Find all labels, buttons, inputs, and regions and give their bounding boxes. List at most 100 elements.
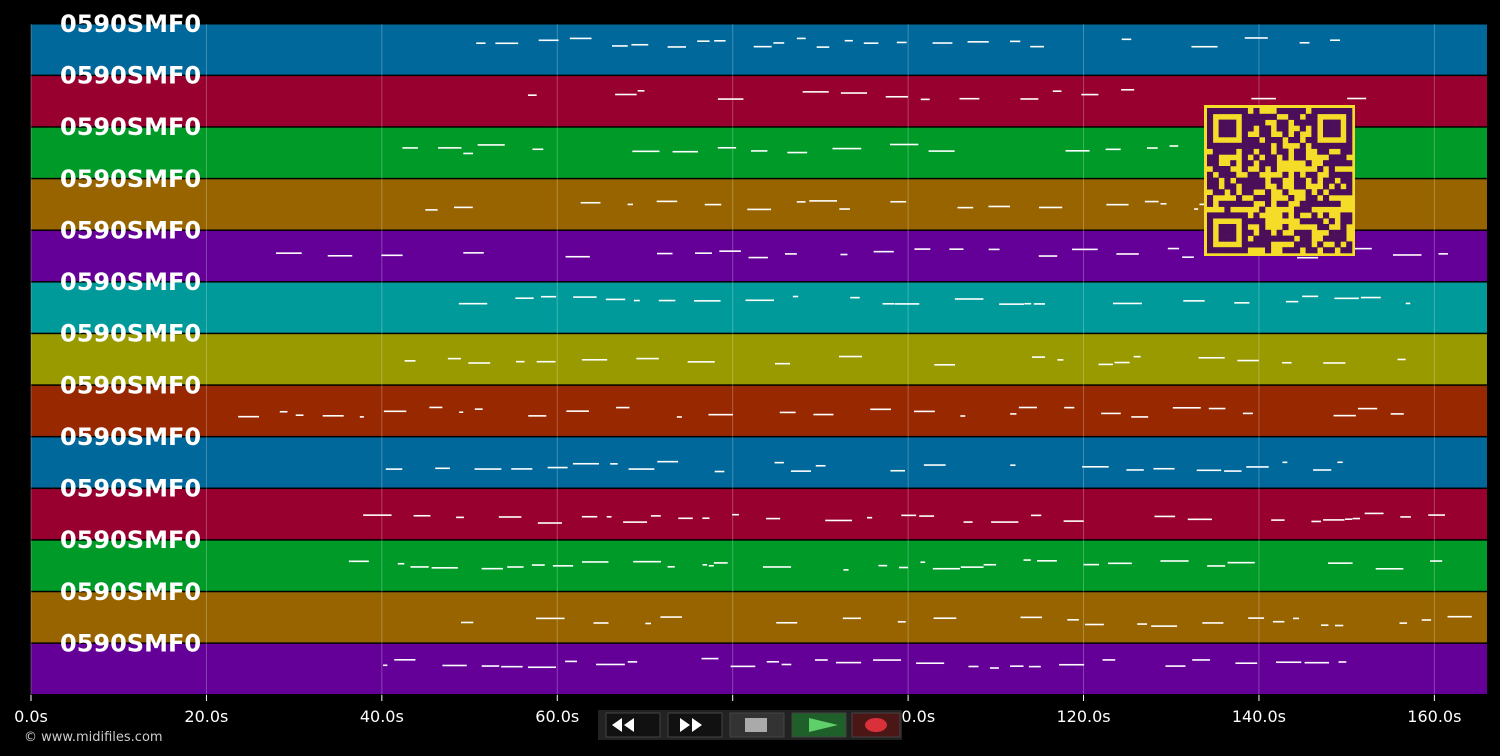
note	[581, 561, 609, 563]
note	[460, 621, 474, 624]
note	[1010, 413, 1017, 415]
note	[988, 248, 1000, 251]
qr-cell	[1218, 200, 1225, 207]
qr-cell	[1282, 247, 1289, 254]
qr-cell	[1328, 131, 1335, 138]
qr-cell	[1270, 113, 1277, 120]
qr-cell	[1265, 195, 1272, 202]
qr-cell	[1311, 218, 1318, 225]
record-button[interactable]	[851, 712, 901, 738]
qr-cell	[1265, 131, 1272, 138]
note	[835, 661, 862, 664]
qr-cell	[1207, 235, 1214, 242]
qr-cell	[1259, 195, 1266, 202]
note	[960, 415, 966, 417]
note	[1430, 560, 1443, 562]
track-name: 0590SMF0	[60, 475, 201, 503]
qr-cell	[1265, 113, 1272, 120]
note	[1397, 358, 1406, 361]
qr-cell	[1328, 166, 1335, 173]
rewind-button[interactable]	[605, 712, 661, 738]
note	[1248, 617, 1265, 619]
note	[1082, 465, 1109, 468]
qr-cell	[1207, 247, 1214, 254]
qr-cell	[1247, 119, 1254, 126]
qr-cell	[1323, 148, 1330, 155]
qr-cell	[1224, 166, 1231, 173]
note	[429, 406, 443, 409]
note	[1116, 253, 1139, 255]
note	[751, 150, 768, 152]
note	[1198, 356, 1225, 359]
qr-cell	[1276, 235, 1283, 242]
note	[1390, 413, 1404, 415]
qr-cell	[1334, 108, 1341, 115]
note	[431, 567, 458, 569]
note	[704, 203, 722, 206]
qr-cell	[1305, 241, 1312, 248]
note	[1242, 412, 1253, 415]
qr-cell	[1346, 218, 1353, 225]
note	[885, 95, 909, 98]
note	[532, 148, 544, 151]
qr-cell	[1236, 247, 1243, 254]
note	[717, 98, 744, 100]
note	[748, 256, 768, 259]
note	[840, 253, 848, 256]
track-name: 0590SMF0	[60, 62, 201, 90]
qr-cell	[1334, 183, 1341, 190]
note	[1038, 255, 1058, 257]
note	[1071, 248, 1098, 251]
tick-label: 20.0s	[184, 707, 228, 726]
note	[1285, 300, 1299, 303]
note	[656, 200, 678, 203]
qr-cell	[1247, 189, 1254, 196]
qr-cell	[1253, 142, 1260, 149]
note	[580, 201, 601, 204]
qr-cell	[1236, 108, 1243, 115]
forward-button[interactable]	[667, 712, 723, 738]
note	[840, 92, 868, 94]
rewind-icon	[612, 718, 634, 732]
qr-cell	[1236, 200, 1243, 207]
qr-cell	[1212, 183, 1219, 190]
note	[809, 200, 838, 202]
note	[963, 521, 973, 523]
qr-cell	[1218, 171, 1225, 178]
qr-cell	[1253, 195, 1260, 202]
qr-cell	[1265, 229, 1272, 236]
note	[1357, 407, 1378, 410]
qr-cell	[1276, 229, 1283, 236]
note	[1330, 39, 1341, 42]
note	[1154, 515, 1176, 518]
qr-cell	[1340, 177, 1347, 184]
qr-cell	[1299, 183, 1306, 190]
note	[612, 45, 628, 47]
qr-cell	[1253, 119, 1260, 126]
note	[1153, 467, 1175, 470]
qr-cell	[1230, 200, 1237, 207]
qr-cell	[1328, 108, 1335, 115]
note	[511, 468, 533, 470]
note	[459, 411, 464, 413]
stop-button[interactable]	[729, 712, 785, 738]
stop-icon	[745, 718, 767, 732]
note	[1235, 662, 1258, 664]
qr-cell	[1346, 212, 1353, 219]
note	[667, 566, 675, 568]
qr-cell	[1282, 224, 1289, 231]
qr-cell	[1230, 119, 1237, 126]
note	[694, 300, 721, 302]
note	[454, 206, 473, 209]
qr-cell	[1317, 200, 1324, 207]
qr-cell	[1299, 177, 1306, 184]
qr-cell	[1265, 241, 1272, 248]
qr-cell	[1224, 108, 1231, 115]
qr-cell	[1259, 241, 1266, 248]
play-button[interactable]	[791, 712, 847, 738]
qr-cell	[1265, 154, 1272, 161]
qr-cell	[1265, 142, 1272, 149]
note	[1031, 356, 1046, 358]
qr-cell	[1224, 229, 1231, 236]
note	[928, 150, 955, 152]
